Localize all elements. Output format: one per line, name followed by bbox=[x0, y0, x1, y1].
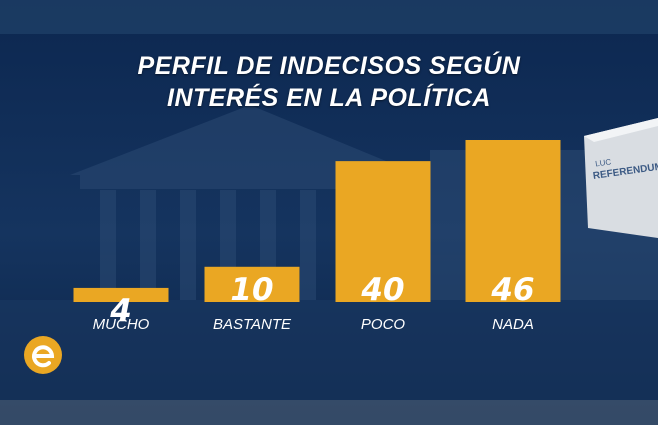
ballot-box-icon: LUC REFERENDUM bbox=[584, 118, 658, 238]
category-label-mucho: MUCHO bbox=[93, 316, 150, 333]
category-label-nada: NADA bbox=[492, 316, 534, 333]
bar-nada bbox=[465, 140, 561, 302]
value-label-bastante: 10 bbox=[230, 272, 273, 308]
chart-title-line-2: INTERÉS EN LA POLÍTICA bbox=[167, 84, 491, 112]
e-logo-icon bbox=[24, 336, 62, 374]
category-label-bastante: BASTANTE bbox=[213, 316, 292, 333]
ballot-box-line-1: LUC bbox=[595, 157, 612, 168]
bar-poco bbox=[335, 161, 431, 302]
value-label-mucho: 4 bbox=[109, 293, 132, 329]
bar-mucho bbox=[73, 287, 169, 302]
chart-title-line-1: PERFIL DE INDECISOS SEGÚN bbox=[137, 52, 521, 80]
value-label-poco: 40 bbox=[360, 272, 404, 308]
bar-bastante bbox=[204, 266, 300, 302]
category-label-poco: POCO bbox=[361, 316, 406, 333]
value-label-nada: 46 bbox=[490, 272, 534, 308]
